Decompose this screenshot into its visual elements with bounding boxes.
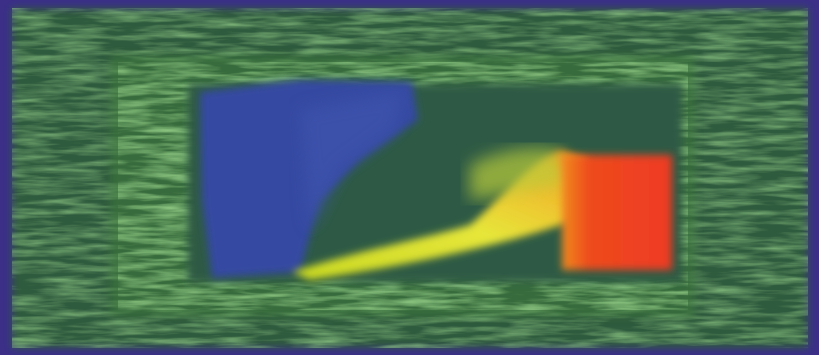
red-region — [562, 155, 672, 270]
green-plume — [470, 148, 565, 200]
blue-highlight — [300, 90, 405, 230]
